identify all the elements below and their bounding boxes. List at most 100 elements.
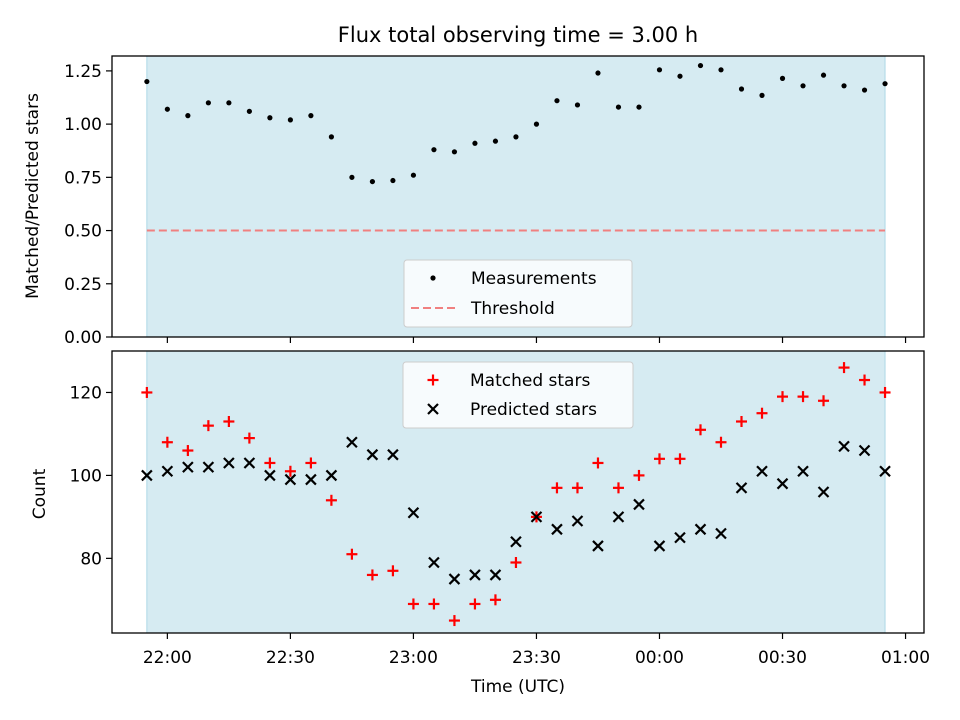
matched-star-point	[448, 615, 460, 627]
matched-star-point	[736, 416, 748, 427]
measurement-point	[882, 81, 888, 87]
measurement-point	[492, 138, 499, 144]
measurement-point	[369, 178, 376, 185]
legend-cross-glyph	[427, 403, 439, 415]
predicted-star-point	[325, 469, 338, 482]
predicted-star-point	[469, 569, 481, 581]
x-axis-label: Time (UTC)	[470, 677, 565, 697]
matched-star-point	[264, 457, 276, 469]
matched-star-point	[243, 432, 255, 444]
legend-measurements-label: Measurements	[471, 269, 597, 289]
predicted-star-point	[387, 448, 399, 461]
matched-star-point	[797, 391, 809, 403]
predicted-star-point	[530, 511, 543, 523]
measurement-point	[349, 174, 355, 180]
top-y-ticks: 0.00 0.25 0.50 0.75 1.00 1.25	[64, 62, 112, 348]
matched-star-point	[469, 598, 481, 610]
predicted-star-point	[633, 498, 645, 511]
predicted-star-point	[305, 473, 317, 486]
measurement-point	[513, 134, 519, 140]
measurement-point	[841, 83, 847, 89]
top-plot-frame	[111, 55, 925, 338]
matched-star-point	[346, 548, 358, 560]
bottom-plot-frame	[111, 350, 925, 634]
predicted-star-point	[674, 531, 686, 544]
predicted-star-point	[571, 515, 584, 527]
predicted-star-point	[346, 436, 358, 449]
predicted-star-point	[653, 540, 666, 552]
matched-star-point	[653, 453, 665, 465]
bottom-legend-box	[402, 361, 634, 429]
x-tick-label: 23:00	[389, 648, 438, 668]
legend-matched-label: Matched stars	[470, 371, 590, 391]
predicted-star-point	[284, 473, 297, 486]
matched-star-point	[715, 436, 727, 448]
measurement-point	[287, 117, 293, 123]
predicted-star-point	[407, 506, 420, 519]
top-y-axis-label: Matched/Predicted stars	[23, 93, 43, 299]
measurement-point	[431, 147, 437, 153]
matched-star-point	[694, 424, 706, 436]
bottom-y-tick-label: 80	[80, 549, 102, 569]
top-y-tick-label: 0.00	[64, 328, 102, 348]
predicted-star-point	[879, 465, 891, 478]
bottom-legend: Matched stars Predicted stars	[402, 361, 634, 429]
measurement-point	[308, 113, 314, 119]
legend-predicted-marker	[427, 403, 439, 415]
top-legend-box	[403, 259, 633, 328]
predicted-star-point	[715, 527, 727, 540]
predicted-star-point	[694, 523, 707, 536]
matched-star-point	[182, 445, 194, 457]
bottom-y-tick-label: 120	[70, 383, 102, 403]
top-y-tick-label: 0.75	[64, 168, 102, 188]
matched-star-point	[612, 482, 624, 494]
legend-predicted-label: Predicted stars	[470, 400, 597, 420]
predicted-star-point	[448, 573, 461, 585]
predicted-star-point	[756, 465, 768, 478]
predicted-star-point	[428, 556, 440, 569]
measurement-point	[677, 73, 683, 79]
measurement-point	[554, 98, 560, 104]
top-y-tick-label: 1.25	[64, 62, 102, 82]
predicted-star-point	[510, 535, 522, 548]
predicted-star-point	[858, 444, 871, 457]
bottom-y-axis-label: Count	[30, 468, 50, 519]
matched-star-point	[551, 482, 563, 494]
predicted-star-point	[366, 448, 379, 461]
bottom-y-tick-label: 100	[70, 466, 102, 486]
x-tick-label: 22:00	[143, 648, 192, 668]
matched-stars-points	[141, 362, 891, 627]
measurement-point	[697, 62, 704, 69]
matched-star-point	[818, 395, 830, 407]
matched-star-point	[859, 374, 871, 386]
predicted-star-point	[776, 477, 789, 490]
matched-star-point	[633, 469, 645, 481]
legend-measurements-marker	[430, 275, 436, 281]
measurement-point	[246, 108, 252, 114]
matched-star-point	[674, 453, 686, 465]
measurement-point	[164, 106, 170, 112]
measurement-points	[144, 62, 888, 185]
predicted-stars-points	[141, 436, 891, 585]
predicted-star-point	[264, 469, 276, 482]
predicted-star-point	[797, 465, 809, 478]
matched-star-point	[325, 494, 337, 506]
predicted-star-point	[161, 465, 174, 478]
measurement-point	[615, 104, 622, 110]
bottom-panel: 80 100 120 22:00 22:30 23:00 23:30 00:00 00:30 0…	[30, 350, 930, 697]
measurement-point	[144, 78, 150, 85]
measurement-point	[451, 149, 458, 155]
predicted-star-point	[202, 461, 215, 473]
matched-star-point	[756, 407, 768, 419]
predicted-star-point	[735, 482, 748, 494]
measurement-point	[533, 121, 540, 127]
matched-star-point	[202, 420, 214, 432]
matched-star-point	[879, 386, 891, 398]
predicted-star-point	[182, 461, 194, 473]
matched-star-point	[284, 465, 296, 477]
predicted-star-point	[551, 523, 563, 536]
measurement-point	[718, 67, 724, 73]
predicted-star-point	[592, 540, 604, 552]
measurement-point	[800, 83, 806, 89]
measurement-point	[226, 100, 232, 106]
